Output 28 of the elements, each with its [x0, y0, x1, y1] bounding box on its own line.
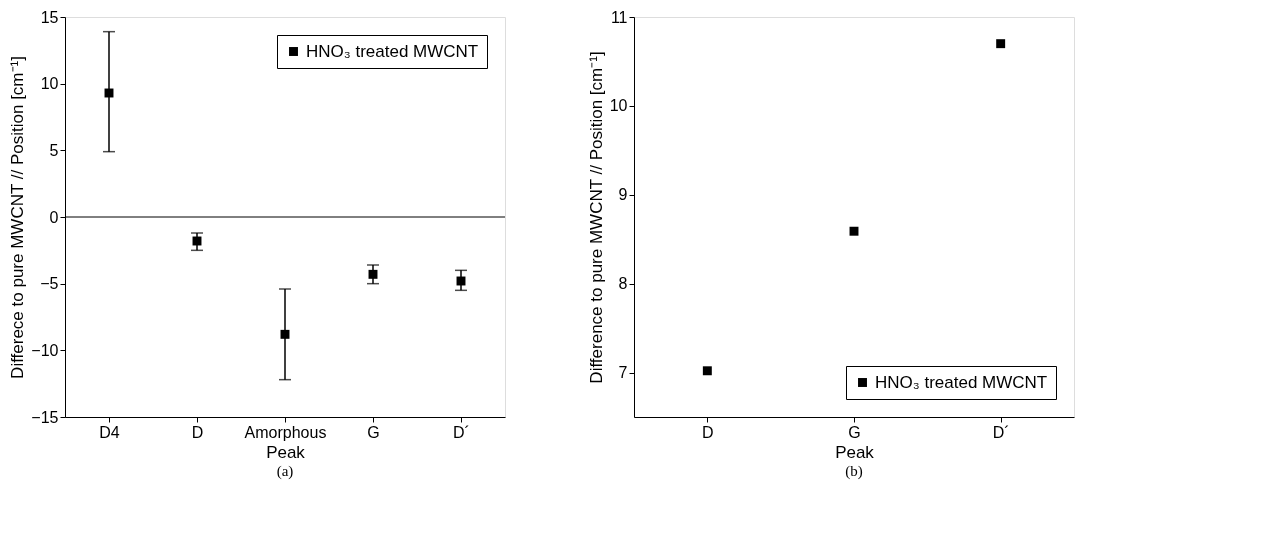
y-tick-label: −10 — [31, 341, 59, 359]
x-tick-label: D — [191, 423, 204, 441]
text: (a) — [276, 463, 294, 480]
x-axis-title: Peak — [835, 442, 875, 462]
x-axis-title: Peak — [266, 442, 306, 462]
x-tick-label: D4 — [99, 423, 120, 441]
x-tick-label: Amorphous — [244, 423, 327, 441]
y-tick-label: 8 — [618, 275, 628, 293]
y-tick-label: 0 — [49, 208, 59, 226]
y-axis-title: Differece to pure MWCNT // Position [cm⁻¹] — [8, 56, 28, 379]
x-tick-label: G — [848, 423, 861, 441]
x-tick-label: G — [367, 423, 380, 441]
y-tick-label: 5 — [49, 141, 59, 159]
y-tick-label: −15 — [31, 408, 59, 426]
y-tick-label: 15 — [40, 8, 59, 26]
y-tick-label: 7 — [618, 364, 628, 382]
y-tick-label: 10 — [609, 97, 628, 115]
y-axis-title: Difference to pure MWCNT // Position [cm⁻¹] — [586, 51, 606, 384]
y-tick-label: 10 — [40, 75, 59, 93]
legend-label: HNO₃ treated MWCNT — [306, 41, 479, 61]
y-tick-label: 11 — [610, 8, 628, 26]
x-tick-label: D — [702, 423, 714, 441]
y-tick-label: −5 — [40, 275, 59, 293]
legend-label: HNO₃ treated MWCNT — [875, 372, 1048, 392]
x-tick-label: D´ — [992, 423, 1010, 441]
x-tick-label: D´ — [453, 423, 470, 441]
y-tick-label: 9 — [618, 186, 628, 204]
text: (b) — [845, 463, 863, 480]
